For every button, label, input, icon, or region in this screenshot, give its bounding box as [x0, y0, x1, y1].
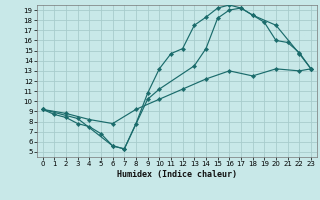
X-axis label: Humidex (Indice chaleur): Humidex (Indice chaleur)	[117, 170, 237, 179]
